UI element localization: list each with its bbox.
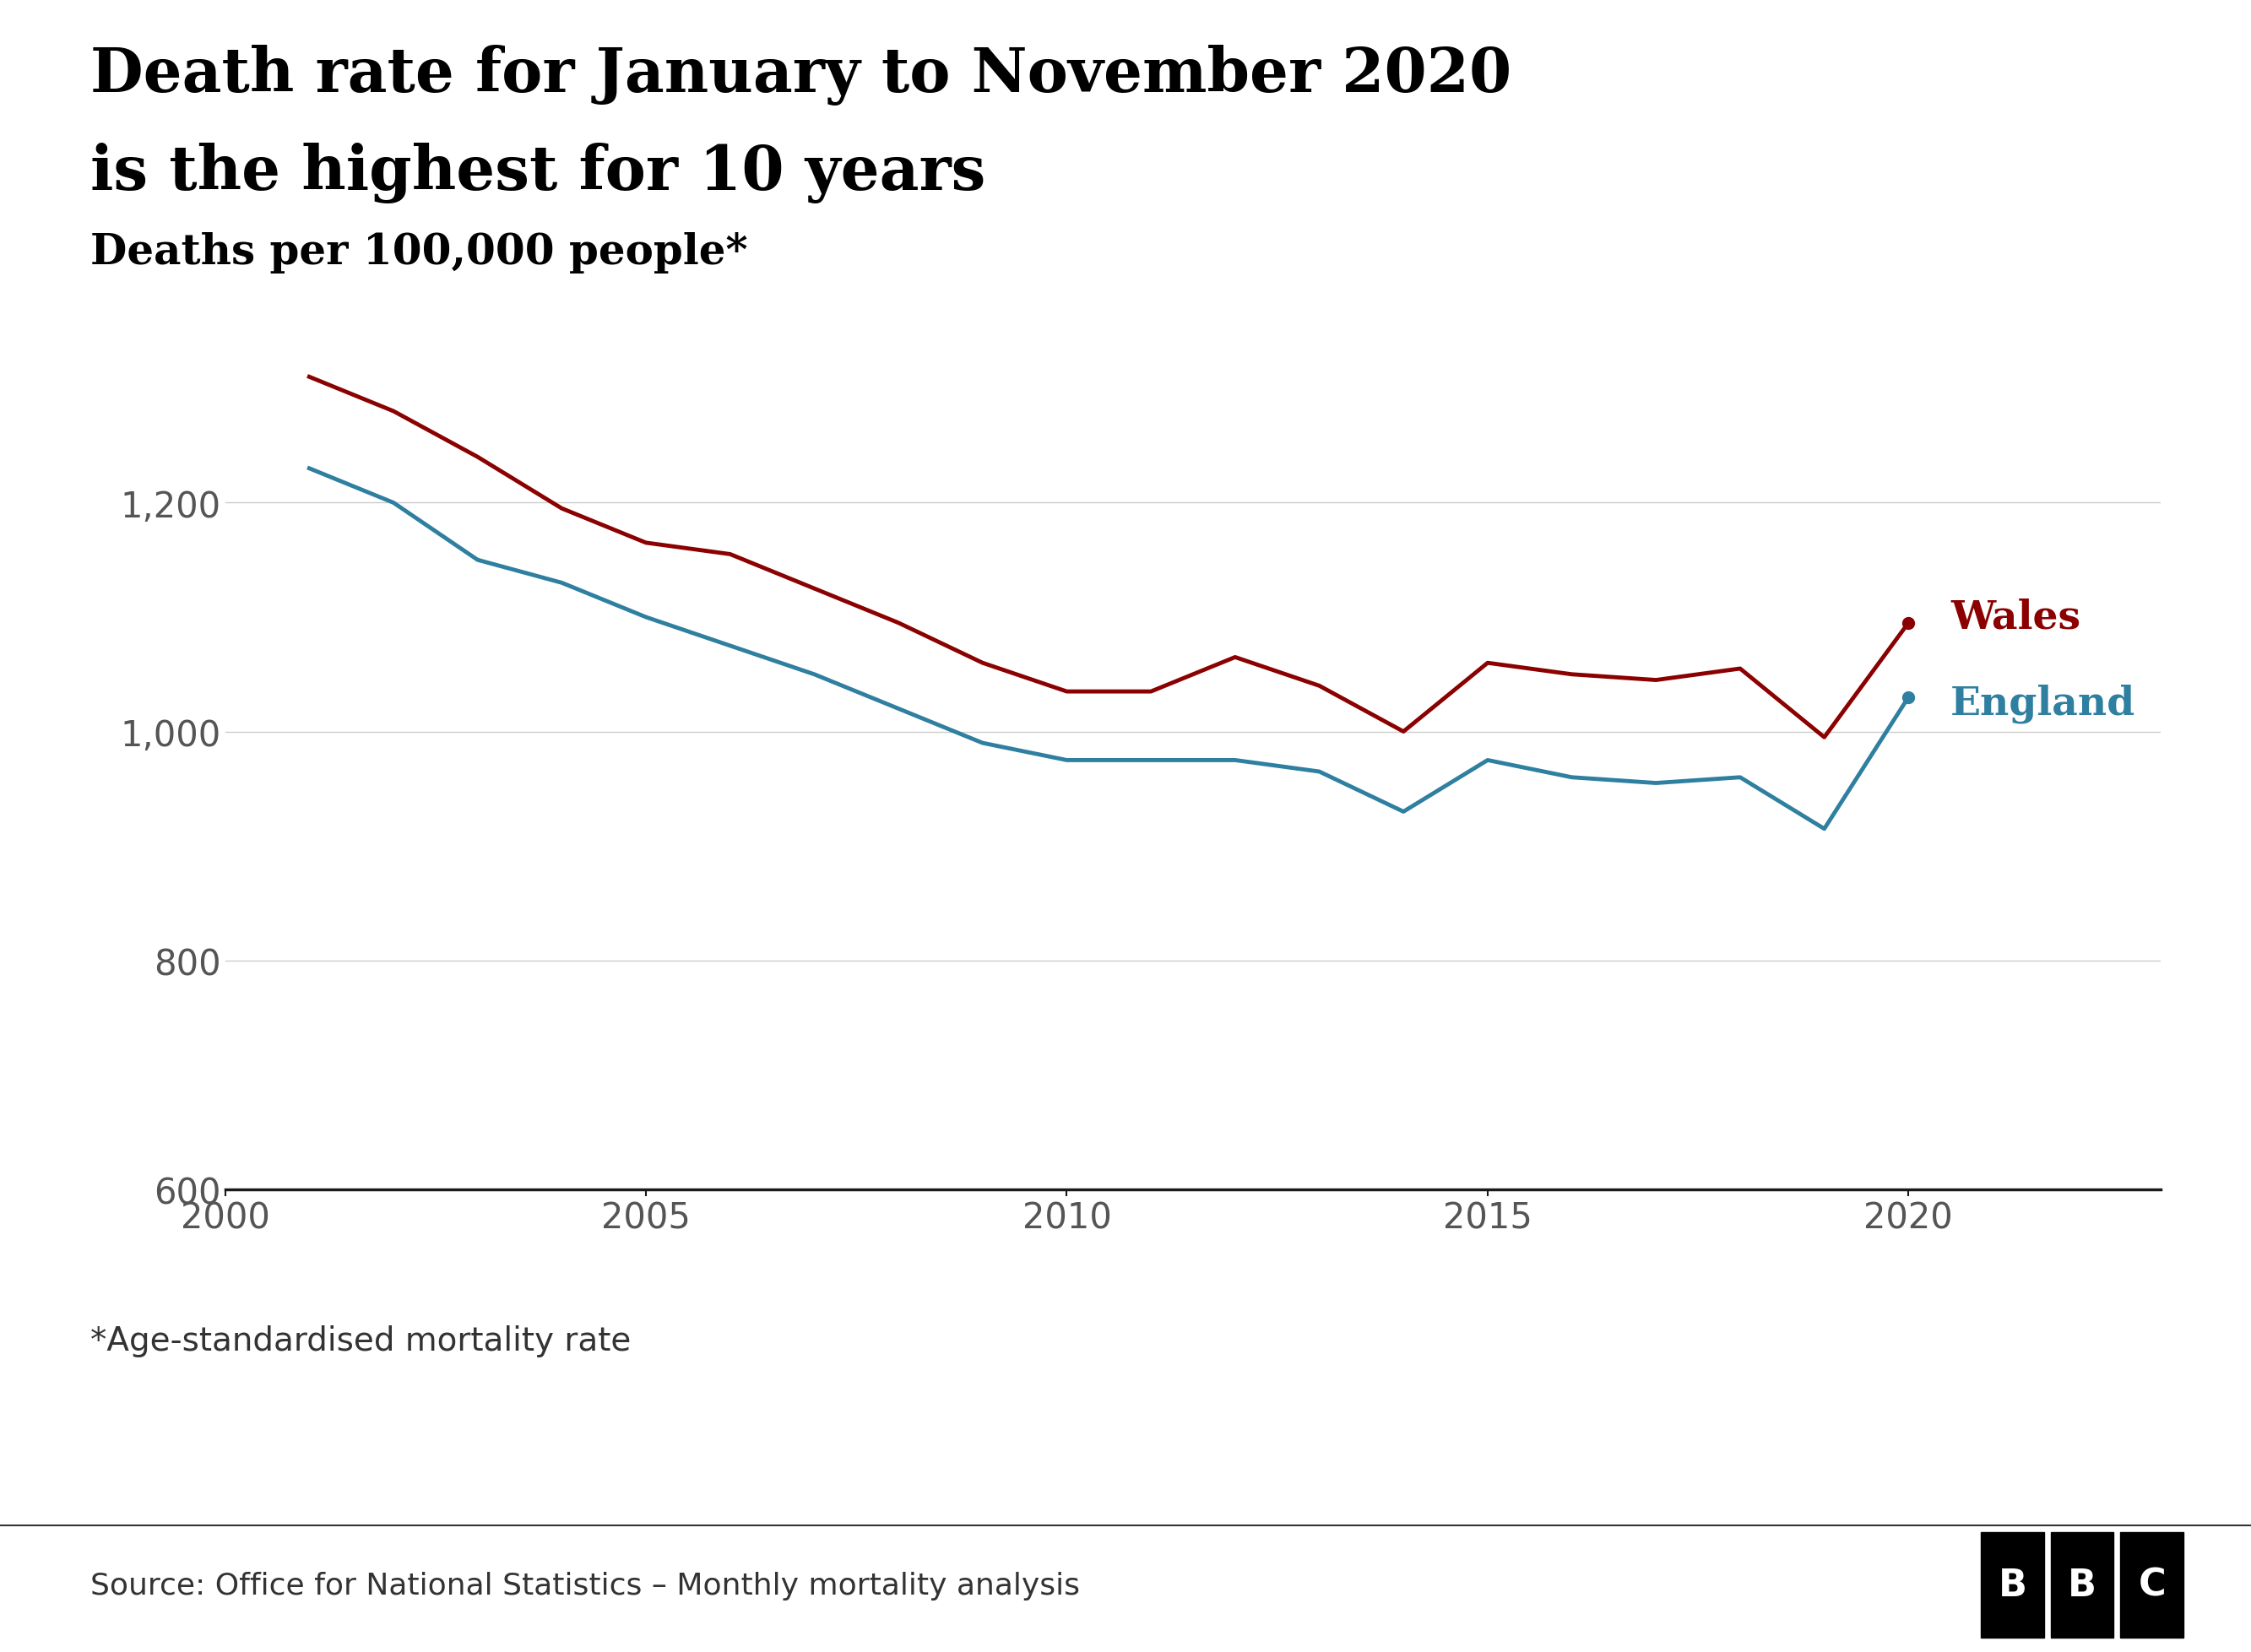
- Text: England: England: [1952, 684, 2136, 724]
- Text: Death rate for January to November 2020: Death rate for January to November 2020: [90, 45, 1510, 106]
- Text: *Age-standardised mortality rate: *Age-standardised mortality rate: [90, 1325, 630, 1356]
- Text: C: C: [2138, 1566, 2165, 1602]
- Text: Wales: Wales: [1952, 598, 2080, 638]
- FancyBboxPatch shape: [1981, 1533, 2044, 1637]
- FancyBboxPatch shape: [2120, 1533, 2183, 1637]
- Text: Deaths per 100,000 people*: Deaths per 100,000 people*: [90, 233, 747, 274]
- FancyBboxPatch shape: [2051, 1533, 2114, 1637]
- Text: B: B: [2069, 1566, 2096, 1602]
- Text: Source: Office for National Statistics – Monthly mortality analysis: Source: Office for National Statistics –…: [90, 1571, 1080, 1599]
- Text: is the highest for 10 years: is the highest for 10 years: [90, 142, 986, 203]
- Text: B: B: [1999, 1566, 2026, 1602]
